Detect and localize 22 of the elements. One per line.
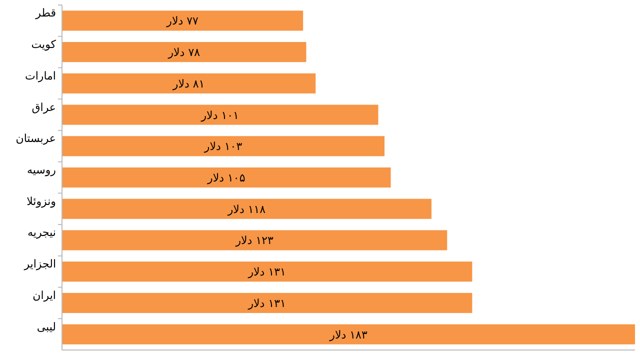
data-label: ۱۰۳ دلار	[203, 140, 242, 154]
y-tick-label: کویت	[31, 38, 57, 52]
y-tick-label: عربستان	[16, 132, 56, 146]
data-label: ۱۳۱ دلار	[247, 296, 286, 310]
data-label: ۱۱۸ دلار	[226, 202, 266, 216]
data-label: ۱۰۱ دلار	[200, 108, 239, 122]
data-label: ۱۲۳ دلار	[234, 234, 274, 248]
y-tick-label: عراق	[32, 100, 56, 114]
y-tick-label: لیبی	[36, 320, 56, 334]
data-label: ۱۳۱ دلار	[247, 266, 286, 279]
y-tick-label: الجزایر	[23, 258, 56, 271]
y-tick-label: ونزوئلا	[26, 194, 56, 208]
y-tick-label: ایران	[32, 288, 56, 302]
y-tick-label: نیجریه	[27, 226, 56, 240]
y-tick-label: قطر	[34, 6, 56, 20]
y-tick-label: روسیه	[26, 164, 56, 176]
data-label: ۷۸ دلار	[167, 46, 200, 60]
data-label: ۱۸۳ دلار	[328, 328, 368, 342]
data-label: ۸۱ دلار	[172, 77, 205, 90]
data-label: ۱۰۵ دلار	[206, 172, 246, 184]
data-label: ۷۷ دلار	[166, 14, 199, 28]
y-tick-label: امارات	[24, 69, 56, 82]
